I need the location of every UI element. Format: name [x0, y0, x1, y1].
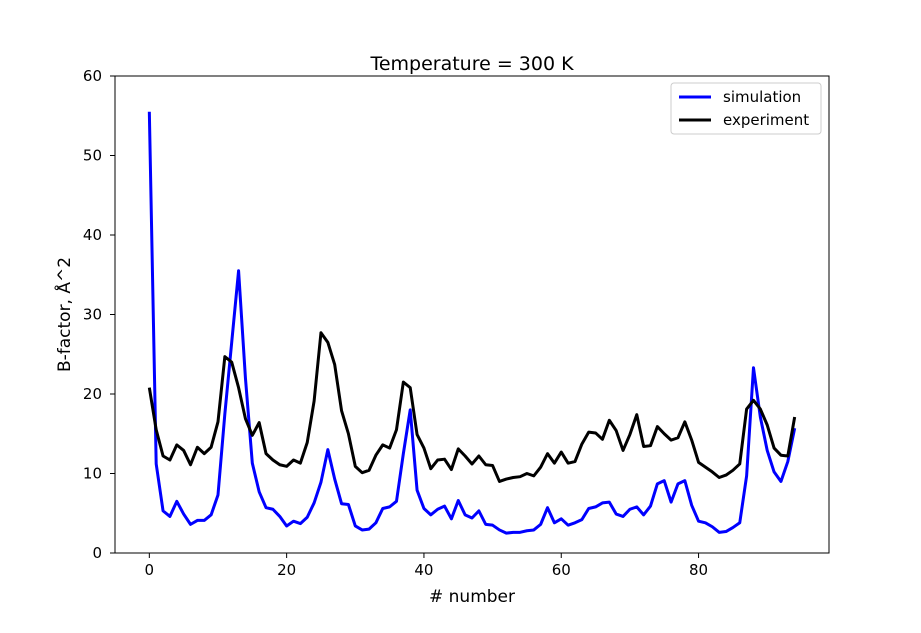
series-line-simulation: [147, 111, 797, 535]
y-axis-label: B-factor, Å^2: [53, 257, 75, 372]
y-tick-label: 40: [83, 226, 102, 244]
legend: simulation experiment: [670, 82, 822, 135]
y-tick-label: 60: [83, 67, 102, 85]
x-axis-label: # number: [429, 587, 515, 607]
y-tick-label: 30: [83, 306, 102, 324]
x-axis-ticks: 0 20 40 60 80: [145, 553, 708, 579]
series-lines: [147, 111, 797, 535]
x-tick-label: 80: [689, 561, 708, 579]
y-tick-label: 50: [83, 147, 102, 165]
series-line-experiment: [147, 331, 797, 483]
y-tick-label: 20: [83, 385, 102, 403]
y-tick-label: 0: [92, 544, 102, 562]
x-tick-label: 0: [145, 561, 155, 579]
legend-label-simulation: simulation: [723, 88, 801, 106]
legend-label-experiment: experiment: [723, 111, 809, 129]
x-tick-label: 60: [552, 561, 571, 579]
plot-frame: [114, 75, 830, 554]
y-axis-ticks: 0 10 20 30 40 50 60: [83, 67, 115, 562]
x-tick-label: 20: [277, 561, 296, 579]
chart-title: Temperature = 300 K: [369, 53, 574, 75]
y-tick-label: 10: [83, 465, 102, 483]
x-tick-label: 40: [414, 561, 433, 579]
